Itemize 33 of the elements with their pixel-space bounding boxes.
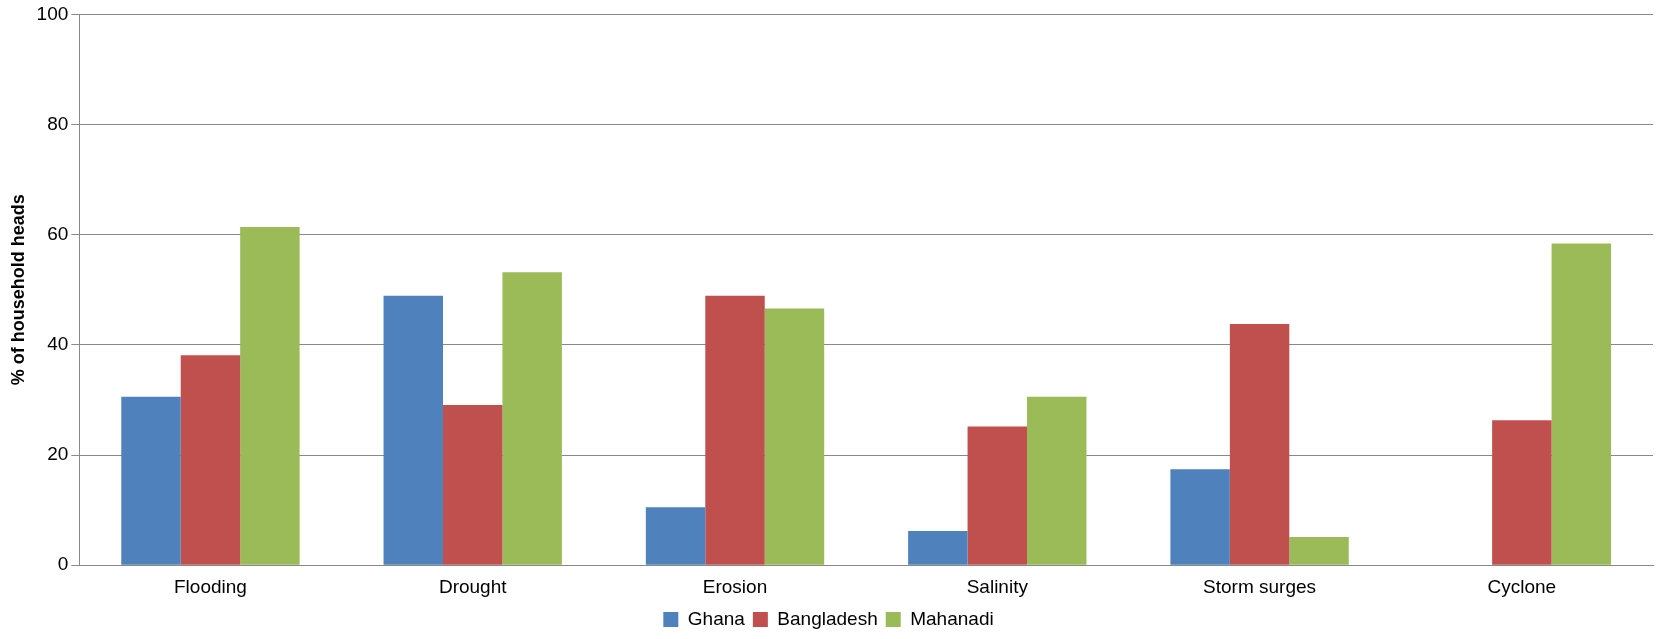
bar: [1229, 323, 1290, 565]
x-tick-label: Storm surges: [1203, 575, 1317, 597]
bar: [180, 355, 241, 565]
bar: [1170, 469, 1230, 565]
y-tick-label: 0: [57, 553, 69, 575]
bar: [1551, 243, 1612, 565]
x-tick-label: Drought: [438, 575, 508, 597]
x-tick-label: Cyclone: [1487, 575, 1557, 597]
legend-label: Mahanadi: [910, 607, 994, 629]
bar: [764, 308, 825, 565]
legend-label: Bangladesh: [777, 607, 878, 629]
legend-label: Ghana: [687, 607, 746, 629]
bar: [1492, 420, 1552, 565]
x-tick-label: Salinity: [966, 575, 1029, 597]
bar: [502, 272, 562, 565]
bar: [121, 396, 181, 565]
bar: [1027, 396, 1087, 565]
bar: [443, 404, 503, 565]
y-tick-label: 20: [47, 443, 69, 465]
bar: [705, 295, 765, 565]
bar: [240, 227, 300, 565]
bar: [908, 531, 968, 565]
y-axis-title: % of household heads: [7, 194, 28, 386]
x-tick-label: Flooding: [174, 575, 247, 597]
y-tick-label: 40: [47, 333, 69, 355]
y-tick-label: 100: [36, 2, 69, 24]
bar: [645, 507, 706, 565]
bar: [1289, 537, 1349, 565]
bar: [383, 295, 443, 565]
bar: [967, 426, 1028, 565]
y-tick-label: 80: [47, 112, 69, 134]
y-tick-label: 60: [47, 222, 69, 244]
x-tick-label: Erosion: [702, 575, 768, 597]
